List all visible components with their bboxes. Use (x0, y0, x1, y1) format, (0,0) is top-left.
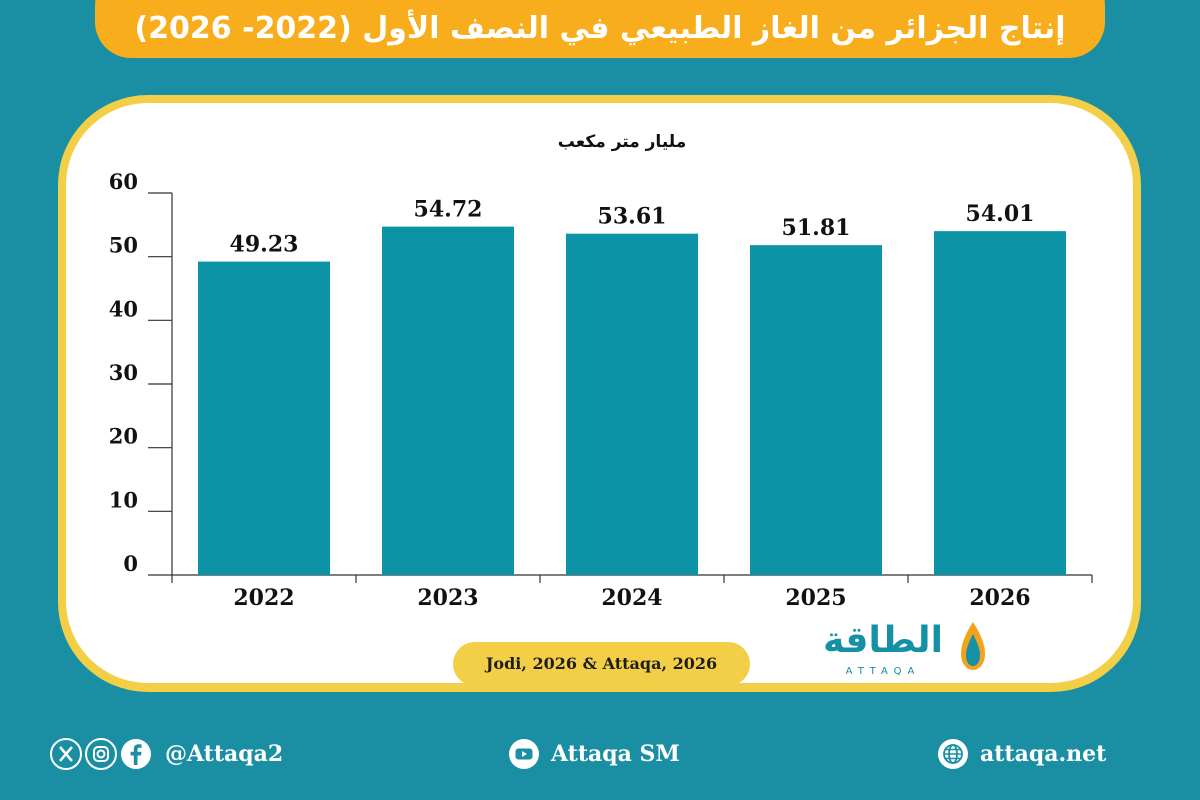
y-tick-label: 30 (109, 360, 138, 385)
youtube-icon[interactable] (508, 738, 540, 770)
x-category-label: 2022 (233, 585, 294, 611)
y-axis-unit-label: مليار متر مكعب (558, 132, 686, 152)
x-category-label: 2024 (601, 585, 662, 611)
y-tick-label: 50 (109, 233, 138, 258)
title-banner (95, 0, 1105, 58)
x-twitter-icon[interactable] (50, 738, 82, 770)
bar-value-label: 51.81 (782, 215, 851, 241)
y-tick-label: 60 (109, 169, 138, 194)
instagram-icon[interactable] (85, 738, 117, 770)
y-tick-label: 20 (109, 424, 138, 449)
attaqa-logo: الطاقة ATTAQA (808, 620, 994, 684)
y-tick-label: 40 (109, 296, 138, 321)
chart-title: إنتاج الجزائر من الغاز الطبيعي في النصف … (134, 11, 1066, 46)
x-category-label: 2026 (969, 585, 1030, 611)
bar-2026 (934, 231, 1066, 575)
logo-latin: ATTAQA (845, 666, 921, 677)
bar-2023 (382, 226, 514, 575)
bar-value-label: 49.23 (230, 232, 299, 258)
flame-drop-icon (961, 622, 985, 670)
globe-icon[interactable] (937, 738, 969, 770)
facebook-icon[interactable] (120, 738, 152, 770)
bar-2022 (198, 261, 330, 575)
logo-wordmark: الطاقة (823, 620, 943, 661)
youtube-link[interactable]: Attaqa SM (508, 734, 680, 774)
x-category-label: 2025 (785, 585, 846, 611)
social-links: @Attaqa2 (50, 734, 283, 774)
bar-2024 (566, 233, 698, 576)
x-category-label: 2023 (417, 585, 478, 611)
bar-value-label: 53.61 (598, 204, 667, 230)
website-url[interactable]: attaqa.net (980, 741, 1107, 767)
source-text: Jodi, 2026 & Attaqa, 2026 (485, 654, 718, 673)
website-link[interactable]: attaqa.net (937, 734, 1106, 774)
bar-value-label: 54.72 (414, 197, 483, 223)
bar-2025 (750, 245, 882, 575)
youtube-label[interactable]: Attaqa SM (551, 741, 680, 767)
bar-value-label: 54.01 (966, 201, 1035, 227)
y-tick-label: 0 (123, 551, 138, 576)
y-tick-label: 10 (109, 487, 138, 512)
source-pill (453, 642, 750, 686)
social-handle[interactable]: @Attaqa2 (165, 741, 284, 767)
